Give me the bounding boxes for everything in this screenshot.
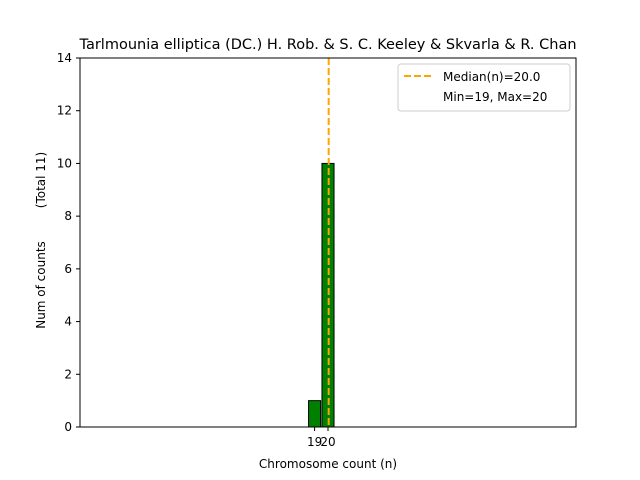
- y-axis-total-label: (Total 11): [34, 152, 48, 208]
- legend: Median(n)=20.0 Min=19, Max=20: [397, 63, 571, 112]
- y-tick-label-8: 8: [64, 209, 72, 223]
- legend-box: [397, 63, 571, 112]
- y-tick-label-2: 2: [64, 367, 72, 381]
- y-tick-label-10: 10: [57, 156, 72, 170]
- y-axis-label: Num of counts: [34, 241, 48, 329]
- y-tick-label-4: 4: [64, 315, 72, 329]
- y-tick-label-12: 12: [57, 104, 72, 118]
- bars-layer: [80, 162, 362, 428]
- chart-title: Tarlmounia elliptica (DC.) H. Rob. & S. …: [78, 37, 576, 53]
- legend-median-label: Median(n)=20.0: [443, 70, 540, 84]
- y-tick-label-0: 0: [64, 420, 72, 434]
- x-tick-label-19: 19: [307, 435, 322, 449]
- y-tick-label-6: 6: [64, 262, 72, 276]
- x-axis-label: Chromosome count (n): [259, 457, 397, 471]
- bar-19: [308, 400, 322, 428]
- legend-range-label: Min=19, Max=20: [443, 90, 547, 104]
- y-tick-label-14: 14: [57, 51, 72, 65]
- x-tick-label-20: 20: [320, 435, 335, 449]
- y-axis-ticks: 0 2 4 6 8 10 12 14: [57, 51, 80, 434]
